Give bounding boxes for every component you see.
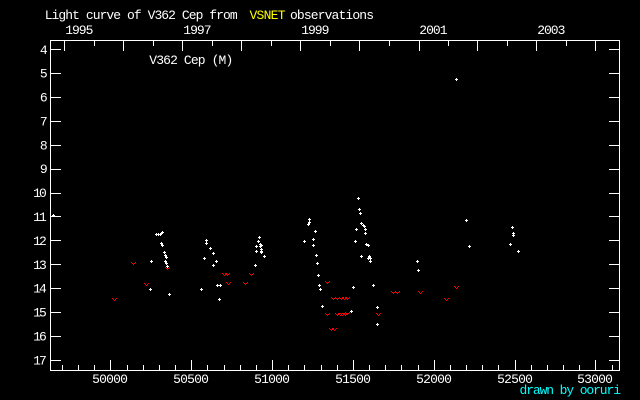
svg-text:53000: 53000	[577, 372, 613, 387]
svg-text:15: 15	[33, 306, 47, 321]
svg-text:50000: 50000	[92, 372, 128, 387]
svg-text:51000: 51000	[254, 372, 290, 387]
svg-text:Light curve of V362 Cep from: Light curve of V362 Cep from	[45, 8, 238, 23]
svg-text:observations: observations	[290, 8, 374, 23]
svg-text:4: 4	[40, 43, 48, 58]
svg-text:1995: 1995	[65, 23, 93, 38]
svg-text:12: 12	[33, 234, 47, 249]
svg-text:16: 16	[33, 329, 47, 344]
svg-text:8: 8	[40, 138, 48, 153]
svg-text:13: 13	[33, 258, 47, 273]
svg-text:V362 Cep (M): V362 Cep (M)	[149, 53, 233, 68]
svg-text:VSNET: VSNET	[250, 8, 286, 23]
svg-text:51500: 51500	[335, 372, 371, 387]
svg-text:10: 10	[33, 186, 47, 201]
svg-text:17: 17	[33, 353, 47, 368]
svg-text:14: 14	[33, 282, 47, 297]
svg-text:1997: 1997	[183, 23, 211, 38]
svg-text:52000: 52000	[416, 372, 452, 387]
svg-text:50500: 50500	[173, 372, 209, 387]
svg-text:1999: 1999	[301, 23, 329, 38]
svg-text:2003: 2003	[537, 23, 565, 38]
svg-text:6: 6	[40, 91, 48, 106]
svg-text:11: 11	[33, 210, 47, 225]
svg-text:2001: 2001	[419, 23, 447, 38]
svg-text:drawn by ooruri: drawn by ooruri	[520, 383, 622, 398]
svg-text:7: 7	[40, 115, 48, 130]
svg-text:5: 5	[40, 67, 48, 82]
svg-text:9: 9	[40, 162, 48, 177]
svg-text:52500: 52500	[497, 372, 533, 387]
